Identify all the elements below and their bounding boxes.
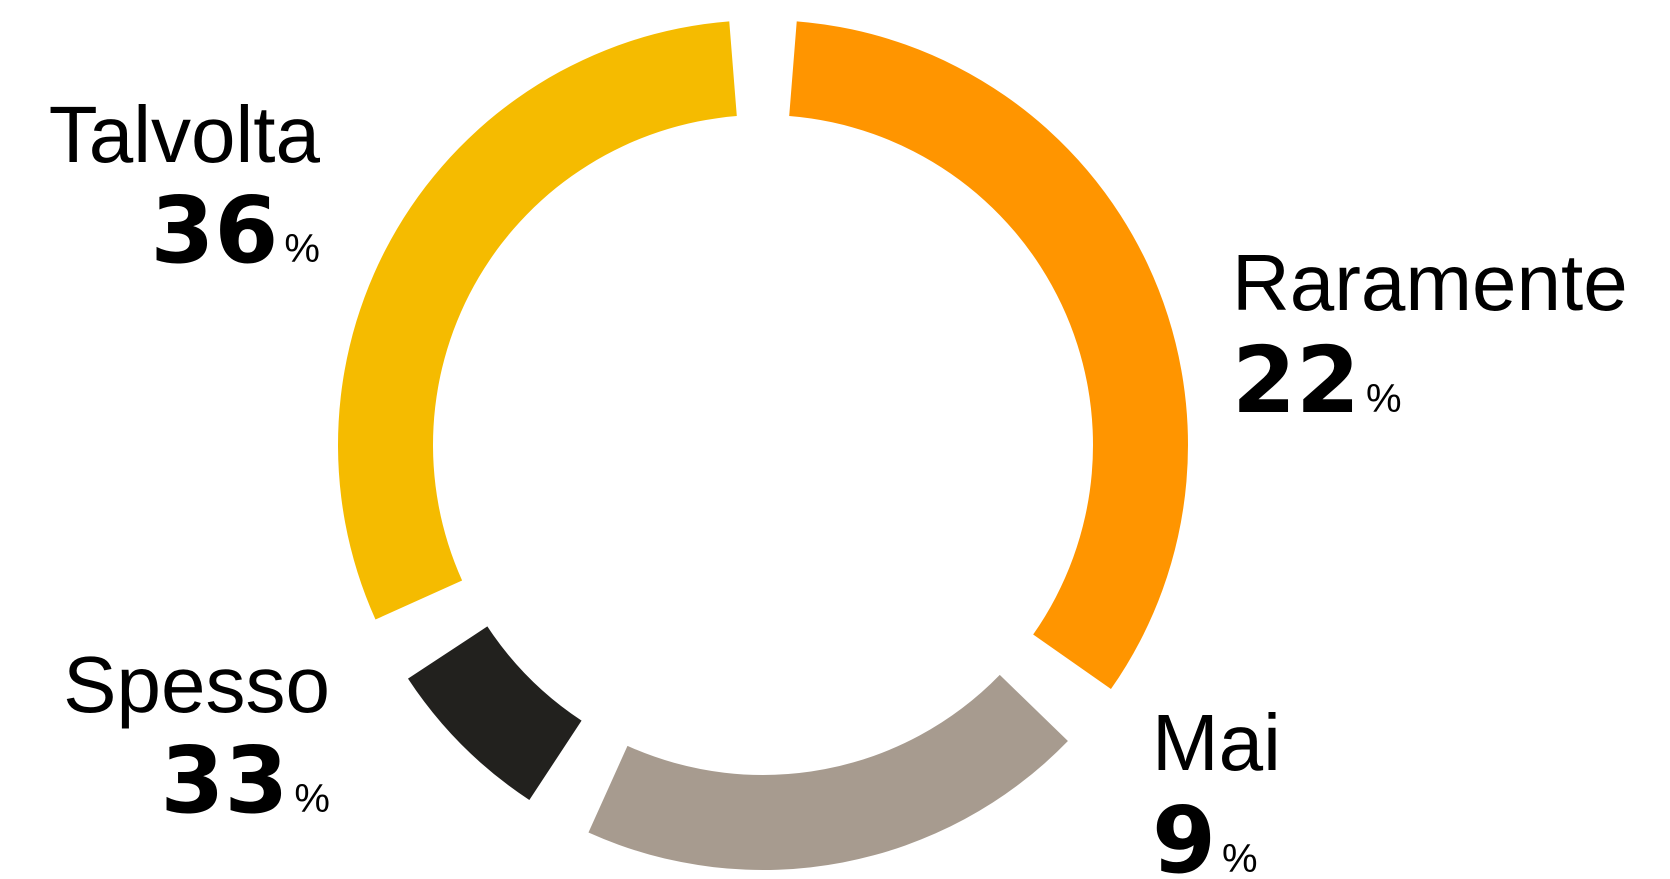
donut-slices — [338, 21, 1188, 870]
slice-spesso — [338, 21, 737, 620]
slice-talvolta — [789, 21, 1188, 690]
slice-label-talvolta: Talvolta — [49, 90, 321, 179]
slice-value-raramente: 22% — [1232, 327, 1402, 434]
slice-label-raramente: Raramente — [1232, 238, 1628, 327]
slice-value-mai: 9% — [1152, 787, 1258, 879]
slice-raramente — [588, 674, 1068, 870]
slice-mai — [407, 626, 582, 801]
slice-label-spesso: Spesso — [63, 640, 330, 729]
slice-label-mai: Mai — [1152, 698, 1281, 787]
slice-value-spesso: 33% — [160, 727, 330, 834]
slice-value-talvolta: 36% — [150, 177, 320, 284]
